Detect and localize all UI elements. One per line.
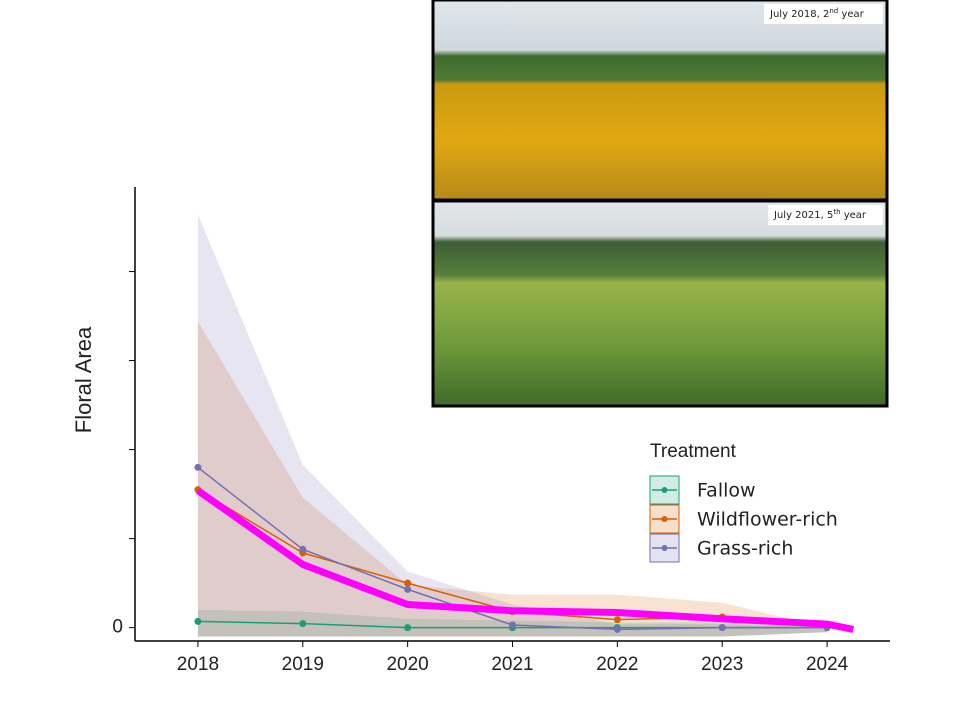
y-axis-label: Floral Area [71,326,96,433]
caption-text: year [838,9,864,20]
legend-swatch-point [661,545,668,551]
confidence-ribbon [197,214,828,637]
legend-label: Grass-rich [697,538,793,560]
legend-title: Treatment [650,441,737,462]
data-point [299,545,307,553]
photo-panel: July 2018, 2nd year July 2021, 5th year [431,0,889,408]
legend-label: Wildflower-rich [697,509,838,531]
data-point [613,625,621,633]
x-tick-label: 2021 [491,654,533,675]
legend-label: Fallow [697,480,756,502]
x-tick-label: 2023 [701,654,743,675]
caption-sup: th [833,208,840,216]
data-point [613,616,621,624]
x-tick-label: 2019 [282,654,324,675]
photo-caption: July 2018, 2nd year [769,7,865,20]
confidence-ribbon [197,321,828,637]
x-tick-label: 2024 [806,654,849,675]
caption-text: July 2018, 2 [769,9,829,20]
caption-text: July 2021, 5 [773,210,833,221]
caption-box [764,4,883,24]
x-tick-label: 2020 [386,654,428,675]
photo-caption: July 2021, 5th year [773,208,867,221]
data-point [404,585,412,593]
x-tick-label: 2018 [177,654,219,675]
legend-swatch-point [661,516,668,522]
photo-2021 [431,199,889,408]
x-tick-label: 2022 [596,654,638,675]
caption-sup: nd [829,7,838,15]
data-point [299,620,307,628]
data-point [194,463,202,471]
data-point [509,621,516,629]
trend-line [195,487,854,633]
caption-box [768,205,883,225]
data-point [194,617,202,625]
data-point [404,624,412,632]
data-point [404,579,412,587]
y-tick-label: 0 [112,617,123,638]
photo-2018 [431,0,889,202]
data-point [718,624,726,632]
caption-text: year [841,210,867,221]
legend-swatch-point [661,487,668,493]
